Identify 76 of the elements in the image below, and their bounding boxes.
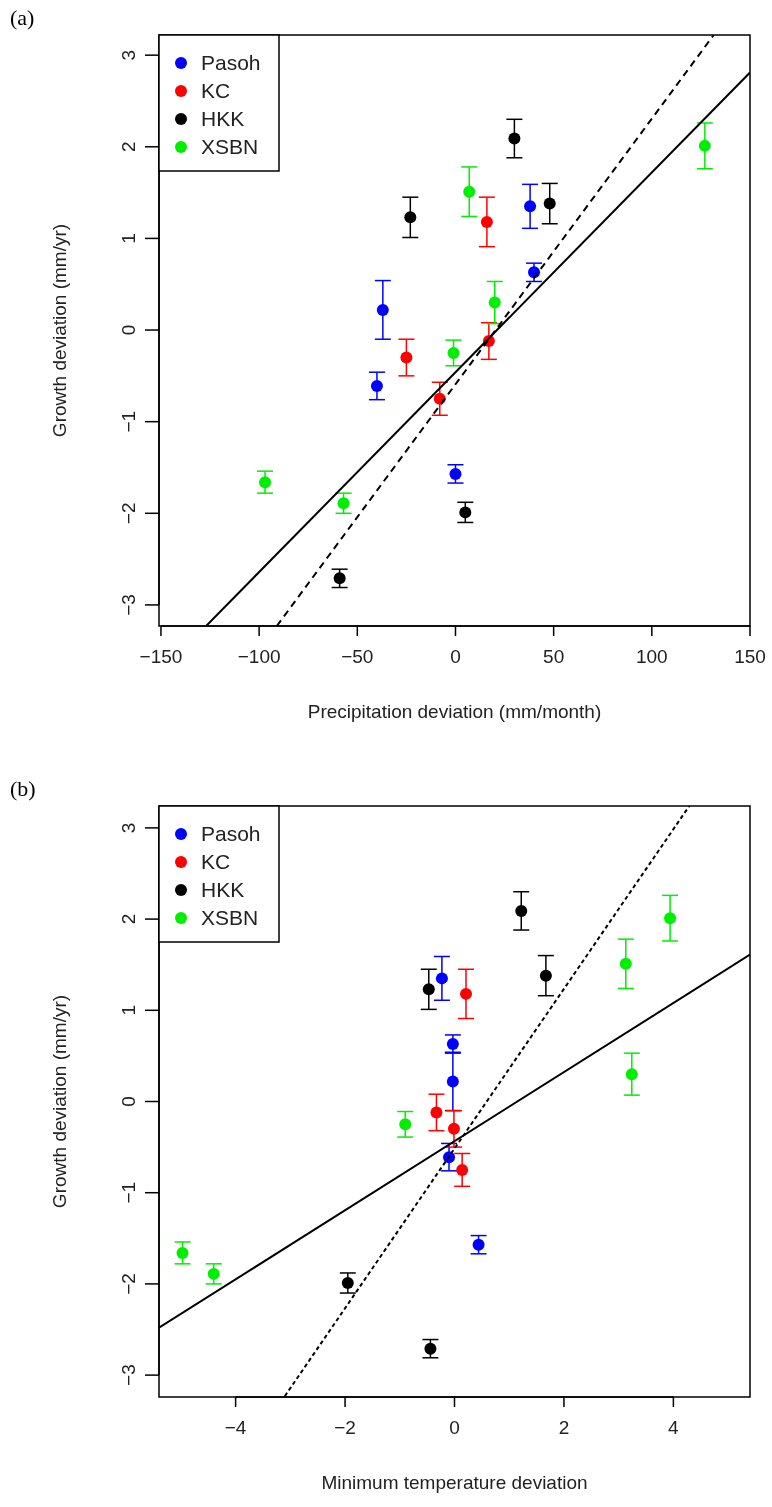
point	[449, 467, 462, 480]
point	[539, 969, 552, 982]
x-tick-label: −100	[237, 646, 281, 667]
y-tick-label: −1	[118, 410, 139, 433]
point	[337, 497, 350, 510]
point	[430, 1106, 443, 1119]
point	[515, 904, 528, 917]
y-tick-label: −3	[118, 1364, 139, 1386]
legend-label: XSBN	[201, 135, 259, 158]
point	[459, 987, 472, 1000]
x-tick-label: −150	[139, 646, 183, 667]
x-tick-label: 4	[668, 1417, 680, 1438]
y-tick-label: 1	[118, 233, 139, 244]
point	[524, 200, 537, 213]
y-tick-label: 3	[118, 49, 139, 61]
point	[376, 303, 389, 316]
point	[404, 211, 417, 224]
y-tick-label: 0	[118, 324, 139, 336]
point	[447, 346, 460, 359]
point	[698, 139, 711, 152]
point	[619, 957, 632, 970]
point	[207, 1267, 220, 1280]
point	[480, 215, 493, 228]
point	[472, 1238, 485, 1251]
legend-label: Pasoh	[201, 822, 261, 845]
point	[422, 983, 435, 996]
x-tick-label: 100	[635, 646, 668, 667]
x-tick-label: 50	[543, 646, 565, 667]
y-axis-title: Growth deviation (mm/yr)	[49, 223, 70, 438]
point	[463, 185, 476, 198]
y-tick-label: −1	[118, 1181, 139, 1204]
legend-label: XSBN	[201, 906, 259, 929]
point	[508, 132, 521, 145]
point	[488, 296, 501, 309]
legend-label: HKK	[201, 107, 245, 130]
point	[625, 1068, 638, 1081]
chart-title: (b)	[10, 776, 36, 801]
point	[424, 1342, 437, 1355]
point	[341, 1276, 354, 1289]
point	[664, 912, 677, 925]
y-tick-label: 2	[118, 913, 139, 925]
point	[259, 476, 272, 489]
legend-label: KC	[201, 850, 231, 873]
x-tick-label: −4	[224, 1417, 247, 1438]
point	[435, 972, 448, 985]
y-tick-label: 2	[118, 141, 139, 153]
point	[456, 1163, 469, 1176]
x-axis-title: Minimum temperature deviation	[321, 1472, 588, 1493]
y-tick-label: 0	[118, 1096, 139, 1107]
y-tick-label: 3	[118, 822, 139, 834]
point	[399, 1118, 412, 1131]
legend-label: KC	[201, 79, 231, 102]
y-tick-label: −3	[118, 594, 139, 616]
point	[447, 1122, 460, 1135]
y-tick-label: −2	[118, 502, 139, 525]
x-tick-label: −2	[334, 1417, 356, 1438]
point	[543, 197, 556, 210]
point	[333, 572, 346, 585]
y-axis-title: Growth deviation (mm/yr)	[49, 994, 70, 1209]
x-tick-label: 2	[558, 1417, 570, 1438]
point	[446, 1075, 459, 1088]
x-tick-label: 0	[450, 646, 461, 667]
x-tick-label: −50	[341, 646, 374, 667]
y-tick-label: −2	[118, 1273, 139, 1295]
legend-label: Pasoh	[201, 51, 261, 74]
point	[400, 351, 413, 364]
x-tick-label: 0	[449, 1417, 460, 1438]
point	[370, 379, 383, 392]
y-tick-label: 1	[118, 1005, 139, 1016]
x-axis-title: Precipitation deviation (mm/month)	[307, 701, 602, 722]
x-tick-label: 150	[734, 646, 766, 667]
chart-title: (a)	[10, 5, 35, 30]
point	[176, 1246, 189, 1259]
point	[446, 1038, 459, 1051]
point	[459, 506, 472, 519]
legend-label: HKK	[201, 878, 245, 901]
